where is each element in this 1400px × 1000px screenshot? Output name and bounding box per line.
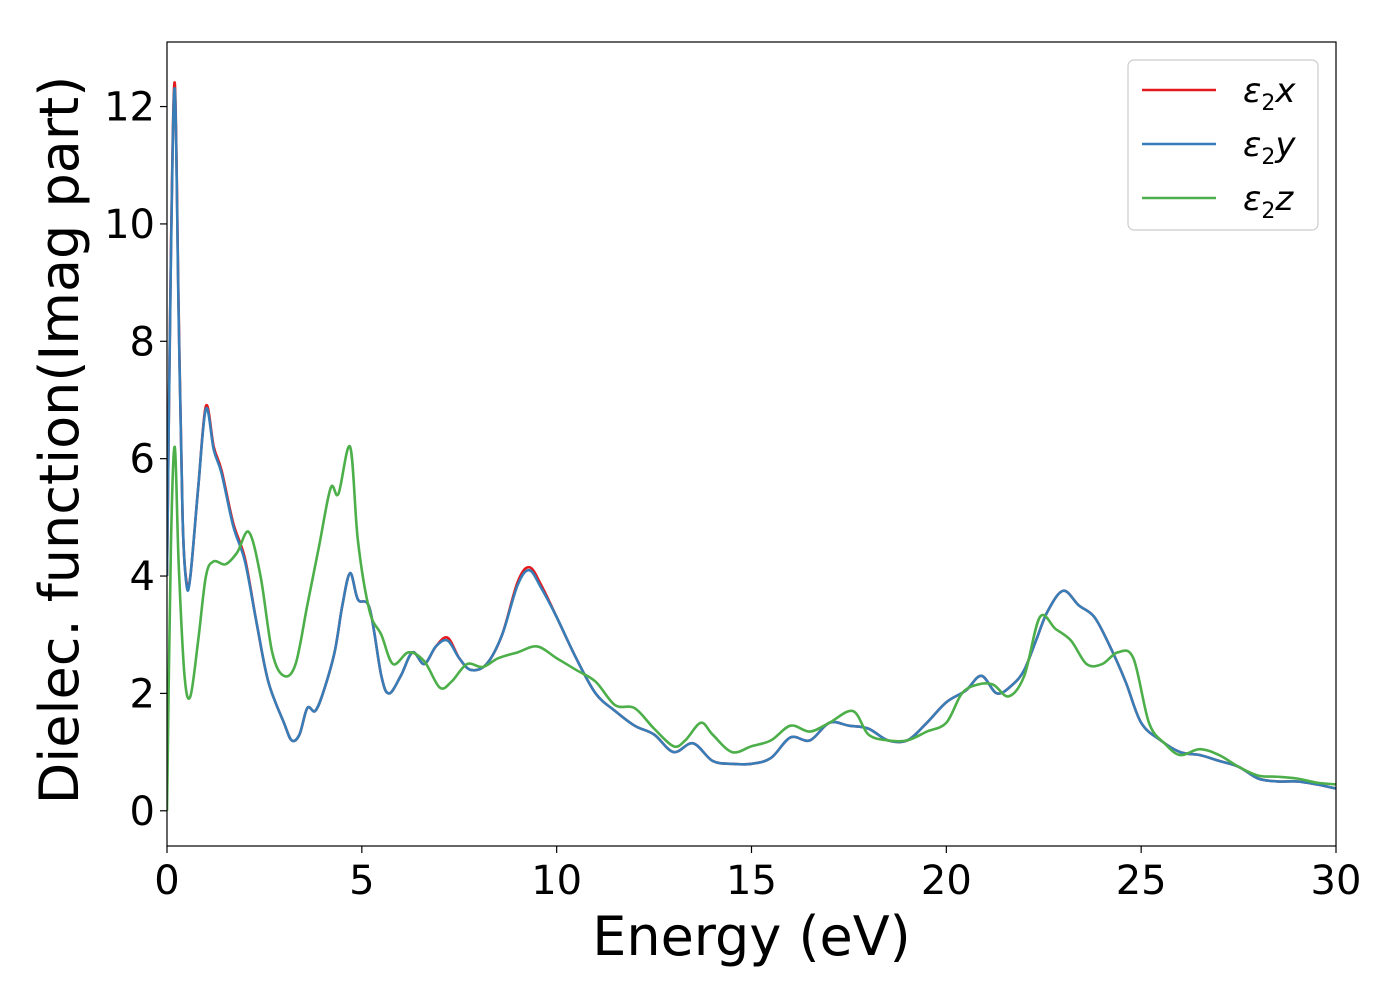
series-line-z [167, 444, 1336, 811]
x-tick-label: 25 [1116, 858, 1167, 904]
y-tick-label: 0 [130, 789, 155, 835]
legend-entry-y: ε2y [1142, 125, 1296, 170]
legend-label: ε2y [1243, 125, 1296, 170]
y-axis: 0 2 4 6 8 10 12 [104, 85, 167, 835]
legend-entry-z: ε2z [1142, 179, 1294, 224]
y-tick-label: 8 [130, 319, 155, 365]
x-tick-label: 15 [726, 858, 777, 904]
x-tick-label: 20 [921, 858, 972, 904]
legend-label: ε2x [1243, 71, 1296, 116]
legend-entry-x: ε2x [1142, 71, 1296, 116]
x-axis: 0 5 10 15 20 25 30 [154, 846, 1361, 904]
y-tick-label: 6 [130, 437, 155, 483]
x-tick-label: 10 [531, 858, 582, 904]
x-tick-label: 0 [154, 858, 179, 904]
y-tick-label: 2 [130, 671, 155, 717]
x-axis-title: Energy (eV) [592, 905, 911, 968]
y-tick-label: 4 [130, 554, 155, 600]
x-tick-label: 5 [349, 858, 374, 904]
legend: ε2x ε2y ε2z [1127, 59, 1319, 231]
series-line-y [167, 87, 1336, 790]
series-layer [167, 81, 1336, 811]
x-tick-label: 30 [1311, 858, 1362, 904]
legend-label: ε2z [1243, 179, 1294, 224]
y-tick-label: 10 [104, 202, 155, 248]
y-axis-title: Dielec. function(Imag part) [28, 76, 91, 805]
legend-frame [1127, 59, 1319, 231]
y-tick-label: 12 [104, 85, 155, 131]
